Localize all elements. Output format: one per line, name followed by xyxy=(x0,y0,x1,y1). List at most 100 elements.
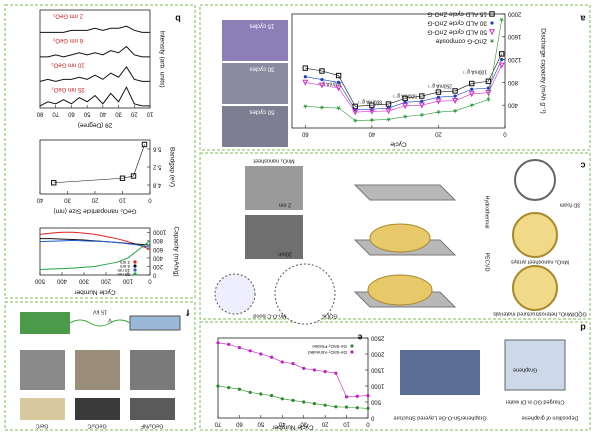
plot-frame xyxy=(291,13,506,129)
x-tick-label: 300 xyxy=(78,277,89,283)
data-point xyxy=(452,88,458,94)
data-point xyxy=(319,105,325,111)
data-point xyxy=(335,72,342,79)
data-point xyxy=(227,386,231,390)
x-tick-label: 20 xyxy=(91,196,98,202)
x-axis-label: Cycle Number xyxy=(74,288,116,295)
data-point xyxy=(237,346,242,350)
sem-image xyxy=(222,63,288,104)
data-point xyxy=(227,342,231,346)
legend-marker xyxy=(350,344,354,348)
series-line xyxy=(305,53,502,107)
data-point xyxy=(335,85,342,92)
schematic-label: Ge/C xyxy=(36,423,49,429)
curve-label: 2 nm GeO₂ xyxy=(52,12,83,18)
panel-frame xyxy=(4,301,196,431)
data-point xyxy=(435,109,441,115)
data-point xyxy=(470,87,474,91)
legend-label: 15 ALD cycle ZnO-G xyxy=(427,10,487,17)
x-axis-label: Cycle xyxy=(390,140,407,147)
y-tick-label: 1000 xyxy=(370,382,384,388)
y-tick-label: 0 xyxy=(370,414,374,420)
inset-circle xyxy=(274,263,336,325)
x-tick-label: 100 xyxy=(122,277,133,283)
y-tick-label: 5.6 xyxy=(152,145,161,151)
data-point xyxy=(352,109,359,116)
foam-piece xyxy=(369,223,431,253)
data-point xyxy=(269,355,274,359)
data-point xyxy=(452,108,458,114)
series-line xyxy=(39,240,151,270)
data-point xyxy=(452,97,459,104)
y-tick-label: 2000 xyxy=(507,10,521,16)
y-axis-label: Discharge capacity (mAh g⁻¹) xyxy=(539,28,546,113)
data-point xyxy=(469,103,475,108)
y-tick-label: 1000 xyxy=(152,229,166,235)
data-point xyxy=(500,58,504,62)
y-tick-label: 400 xyxy=(507,102,518,108)
data-point xyxy=(402,103,409,110)
plot-frame xyxy=(39,139,151,195)
panel-frame xyxy=(199,321,591,431)
data-point xyxy=(344,395,349,399)
legend-label: 50 ALD cycle ZnO-G xyxy=(427,28,487,35)
y-tick-label: 500 xyxy=(370,398,381,404)
data-point xyxy=(216,341,220,345)
series-line xyxy=(40,25,150,33)
x-tick-label: 30 xyxy=(64,196,71,202)
legend-label: Ge-SnO₂-Annealed xyxy=(308,350,347,355)
schematic-label: 15 kV xyxy=(93,309,107,315)
series-line xyxy=(39,65,150,82)
data-point xyxy=(51,180,57,186)
data-point xyxy=(485,78,492,84)
series-line xyxy=(39,231,151,250)
plot-frame xyxy=(39,227,151,276)
data-point xyxy=(303,75,307,79)
schematic-label: PECVD xyxy=(484,253,490,272)
data-point xyxy=(302,79,309,86)
panel-frame xyxy=(199,4,591,151)
tem-image xyxy=(245,166,303,210)
panel-letter: d xyxy=(580,323,586,333)
sem-label: 50 cycles xyxy=(249,108,274,114)
x-tick-label: 10 xyxy=(146,110,153,116)
legend-label: ZnO-G composite xyxy=(435,37,487,44)
schematic-label: 20nm xyxy=(278,251,292,257)
substrate xyxy=(353,184,457,201)
data-point xyxy=(498,62,505,69)
data-point xyxy=(419,93,425,99)
x-tick-label: 0 xyxy=(503,130,507,136)
data-point xyxy=(302,366,306,370)
sem-image xyxy=(222,106,288,147)
data-point xyxy=(269,394,274,398)
x-tick-label: 0 xyxy=(148,196,152,202)
rate-label: 100mA g⁻¹ xyxy=(463,69,487,75)
jet xyxy=(69,319,131,327)
y-tick-label: 4.8 xyxy=(152,181,161,187)
x-tick-label: 20 xyxy=(321,420,328,426)
schematic-label: Hydrothermal xyxy=(484,195,490,228)
legend-marker xyxy=(133,260,137,264)
data-point xyxy=(402,95,408,102)
y-tick-label: 200 xyxy=(152,263,163,269)
y-tick-label: 800 xyxy=(507,79,518,85)
x-tick-label: 40 xyxy=(278,420,285,426)
data-point xyxy=(344,405,349,409)
panel-frame xyxy=(4,4,196,299)
legend-label: Ge-SnO₂-Pristine xyxy=(312,344,347,349)
y-tick-label: 400 xyxy=(152,254,163,260)
data-point xyxy=(334,405,338,409)
rate-label: 100mA g⁻¹ xyxy=(318,81,342,87)
schematic-label: 2 nm xyxy=(278,202,291,208)
sem-label: 15 cycles xyxy=(249,22,274,28)
fiber-image xyxy=(75,350,120,390)
y-tick-label: 1500 xyxy=(370,366,384,372)
data-point xyxy=(237,387,242,391)
schematic-label: MnO₂ nanosheet xyxy=(253,158,295,164)
panel-letter: c xyxy=(580,161,585,171)
legend-label: 10 nm xyxy=(117,268,130,273)
data-point xyxy=(280,360,284,364)
schematic-label: GeO₂/C xyxy=(87,423,106,429)
foam xyxy=(512,265,558,311)
